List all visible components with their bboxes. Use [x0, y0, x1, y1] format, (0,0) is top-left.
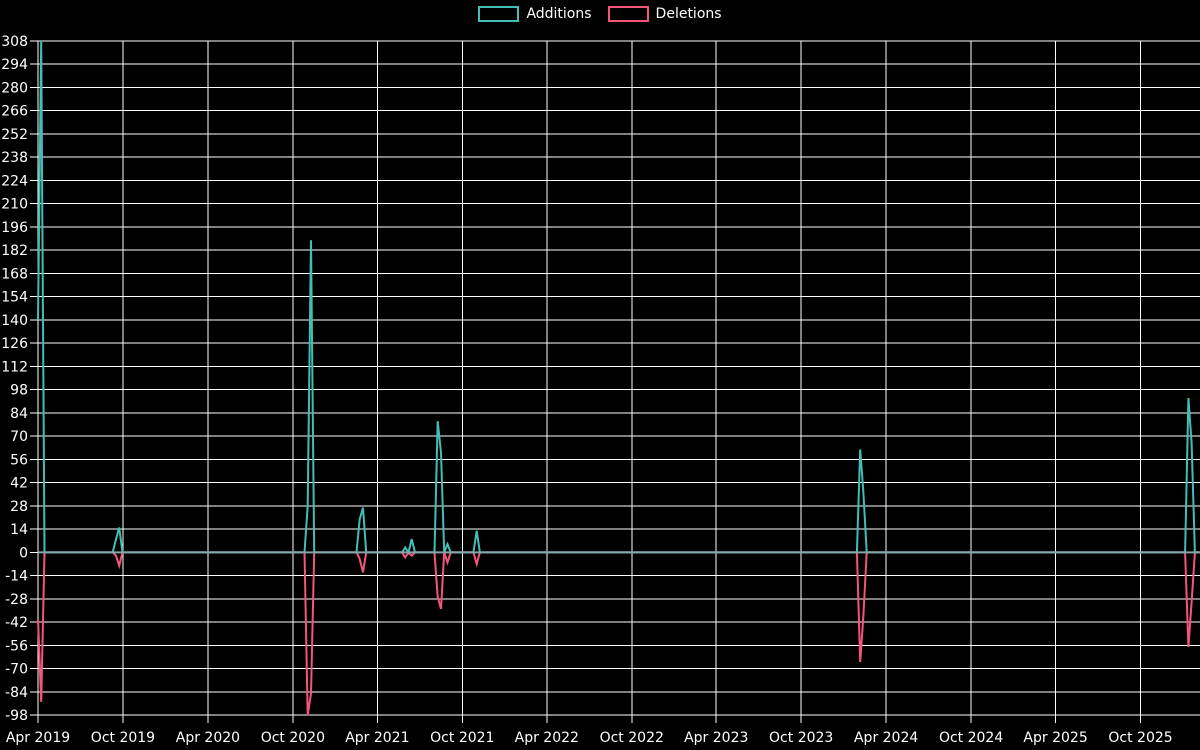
- y-tick-label: -28: [5, 592, 28, 608]
- x-tick-label: Oct 2021: [430, 730, 494, 746]
- y-tick-label: 126: [1, 336, 28, 352]
- y-tick-label: -84: [5, 685, 28, 701]
- x-tick-label: Apr 2019: [6, 730, 70, 746]
- y-tick-label: 28: [10, 499, 28, 515]
- deletions-line: [37, 550, 1200, 716]
- deletions-swatch-icon: [607, 6, 649, 22]
- x-tick-label: Oct 2025: [1108, 730, 1172, 746]
- additions-swatch-icon: [478, 6, 520, 22]
- y-tick-label: 0: [19, 545, 28, 561]
- y-tick-label: 210: [1, 197, 28, 213]
- y-tick-label: 84: [10, 406, 28, 422]
- x-tick-label: Apr 2023: [684, 730, 748, 746]
- y-tick-label: 168: [1, 266, 28, 282]
- legend-label-additions: Additions: [526, 6, 592, 22]
- y-tick-label: 280: [1, 80, 28, 96]
- legend-label-deletions: Deletions: [655, 6, 722, 22]
- x-tick-label: Apr 2025: [1023, 730, 1087, 746]
- y-tick-label: 182: [1, 243, 28, 259]
- y-tick-label: 196: [1, 220, 28, 236]
- x-tick-label: Oct 2019: [91, 730, 155, 746]
- y-tick-label: 56: [10, 452, 28, 468]
- x-tick-label: Oct 2020: [261, 730, 325, 746]
- y-tick-label: 14: [10, 522, 28, 538]
- y-tick-label: -56: [5, 638, 28, 654]
- y-tick-label: 154: [1, 290, 28, 306]
- y-tick-label: -42: [5, 615, 28, 631]
- x-tick-label: Apr 2020: [176, 730, 240, 746]
- y-tick-label: 294: [1, 57, 28, 73]
- legend-item-deletions[interactable]: Deletions: [607, 6, 722, 22]
- x-tick-label: Apr 2024: [854, 730, 918, 746]
- y-tick-label: 70: [10, 429, 28, 445]
- y-tick-label: 140: [1, 313, 28, 329]
- x-tick-label: Oct 2022: [600, 730, 664, 746]
- y-tick-label: 112: [1, 359, 28, 375]
- y-tick-label: 308: [1, 34, 28, 50]
- x-tick-label: Oct 2024: [939, 730, 1003, 746]
- x-tick-label: Oct 2023: [769, 730, 833, 746]
- x-tick-label: Apr 2021: [345, 730, 409, 746]
- axis-labels: -98 -84 -70 -56 -42 -28 -14 0 14 28 42 56 70 84 98 112 1…: [1, 34, 1172, 746]
- y-tick-label: 224: [1, 173, 28, 189]
- y-tick-label: 266: [1, 104, 28, 120]
- y-tick-label: -14: [5, 569, 28, 585]
- legend-item-additions[interactable]: Additions: [478, 6, 592, 22]
- y-tick-label: -70: [5, 662, 28, 678]
- y-tick-label: 98: [10, 383, 28, 399]
- y-tick-label: -98: [5, 708, 28, 724]
- grid-lines: [30, 40, 1200, 724]
- y-tick-label: 252: [1, 127, 28, 143]
- x-tick-label: Apr 2022: [515, 730, 579, 746]
- chart-legend: Additions Deletions: [0, 6, 1200, 22]
- y-tick-label: 42: [10, 476, 28, 492]
- y-tick-label: 238: [1, 150, 28, 166]
